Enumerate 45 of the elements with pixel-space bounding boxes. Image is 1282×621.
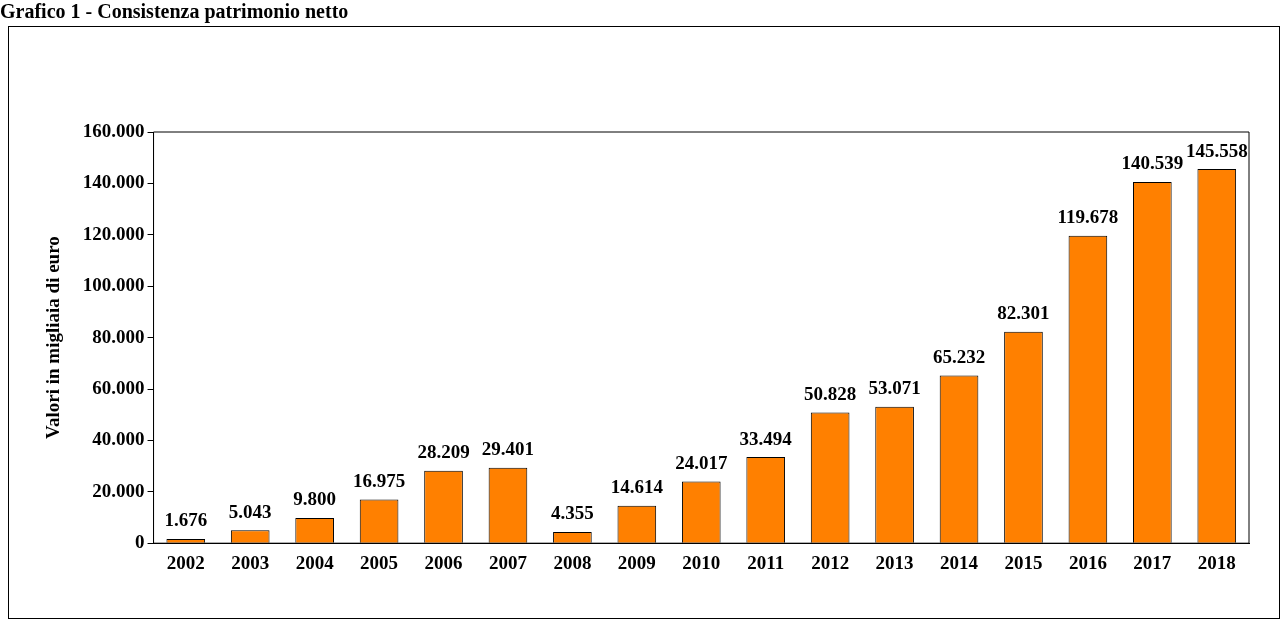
data-label: 9.800 xyxy=(293,488,337,510)
data-label: 5.043 xyxy=(228,500,272,522)
x-tick-label: 2006 xyxy=(424,551,463,573)
x-tick-label: 2002 xyxy=(166,551,205,573)
data-label: 145.558 xyxy=(1185,139,1248,161)
data-label: 1.676 xyxy=(164,509,208,531)
x-tick-label: 2015 xyxy=(1004,551,1043,573)
y-tick-label: 40.000 xyxy=(92,428,145,450)
data-label: 4.355 xyxy=(551,502,594,524)
y-tick-label: 20.000 xyxy=(92,479,145,501)
data-label: 29.401 xyxy=(481,438,535,460)
data-label: 119.678 xyxy=(1057,206,1119,228)
data-label: 140.539 xyxy=(1121,152,1184,174)
y-axis-title: Valori in migliaia di euro xyxy=(42,236,64,439)
data-label: 65.232 xyxy=(932,345,986,367)
x-tick-label: 2018 xyxy=(1197,551,1236,573)
x-tick-label: 2005 xyxy=(360,551,399,573)
y-tick-label: 100.000 xyxy=(82,274,145,296)
x-tick-label: 2004 xyxy=(295,551,335,573)
x-tick-label: 2008 xyxy=(553,551,592,573)
x-tick-label: 2013 xyxy=(875,551,914,573)
data-label: 33.494 xyxy=(739,427,793,449)
x-tick-label: 2011 xyxy=(747,551,785,573)
y-tick-label: 160.000 xyxy=(82,119,145,141)
y-tick-label: 80.000 xyxy=(92,325,145,347)
x-tick-label: 2010 xyxy=(682,551,721,573)
x-tick-label: 2017 xyxy=(1133,551,1172,573)
x-tick-label: 2016 xyxy=(1068,551,1107,573)
data-label: 24.017 xyxy=(675,451,728,473)
data-label: 53.071 xyxy=(868,377,921,399)
x-tick-label: 2014 xyxy=(940,551,979,573)
y-tick-label: 120.000 xyxy=(82,222,145,244)
data-label: 14.614 xyxy=(610,476,664,498)
x-tick-label: 2009 xyxy=(617,551,656,573)
y-tick-label: 140.000 xyxy=(82,171,145,193)
data-label: 50.828 xyxy=(804,382,857,404)
x-tick-label: 2003 xyxy=(231,551,270,573)
y-tick-label: 60.000 xyxy=(92,376,145,398)
y-tick-label: 0 xyxy=(135,531,145,553)
x-tick-label: 2007 xyxy=(488,551,528,573)
chart-title: Grafico 1 - Consistenza patrimonio netto xyxy=(0,0,349,23)
data-label: 16.975 xyxy=(352,469,406,491)
data-label: 82.301 xyxy=(997,302,1050,324)
x-tick-label: 2012 xyxy=(811,551,850,573)
data-label: 28.209 xyxy=(417,441,470,463)
